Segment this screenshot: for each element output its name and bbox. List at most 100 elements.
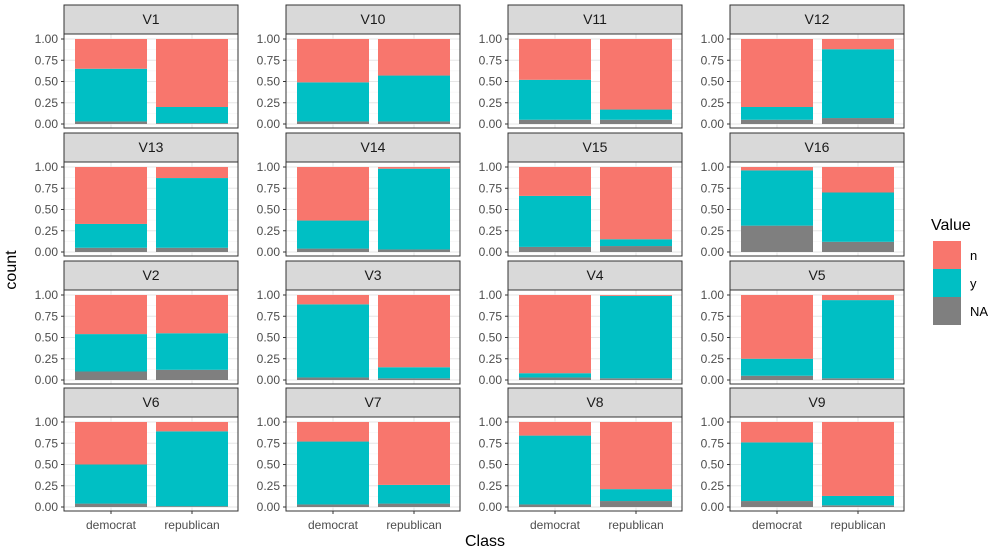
legend-label: n	[970, 248, 977, 263]
bar-segment-na-republican	[822, 118, 894, 124]
y-tick-label: 0.75	[35, 181, 59, 195]
y-tick-label: 0.25	[257, 224, 281, 238]
y-tick-label: 0.25	[257, 96, 281, 110]
bar-segment-n-democrat	[75, 39, 147, 69]
bar-segment-na-republican	[156, 369, 228, 380]
y-tick-label: 0.50	[257, 331, 281, 345]
facet-strip	[507, 260, 683, 291]
y-tick-label: 0.50	[257, 75, 281, 89]
facet-strip	[507, 132, 683, 163]
bar-segment-y-republican	[378, 484, 450, 504]
bar-segment-n-republican	[378, 167, 450, 169]
bar-segment-na-republican	[822, 378, 894, 380]
bar-segment-n-republican	[156, 39, 228, 107]
bar-segment-na-republican	[378, 378, 450, 380]
y-tick-label: 0.50	[479, 458, 503, 472]
facet-strip	[729, 260, 905, 291]
bar-segment-n-democrat	[519, 295, 591, 374]
facet-strip	[63, 4, 239, 35]
y-tick-label: 0.50	[701, 75, 725, 89]
bar-segment-na-democrat	[75, 503, 147, 507]
facet-strip	[285, 132, 461, 163]
bar-segment-na-democrat	[75, 371, 147, 380]
y-tick-label: 1.00	[701, 160, 725, 174]
y-tick-label: 0.50	[35, 75, 59, 89]
bar-segment-n-democrat	[75, 295, 147, 335]
y-tick-label: 0.25	[257, 479, 281, 493]
legend-key-na	[933, 297, 961, 325]
facet-label: V2	[142, 267, 159, 283]
bar-segment-y-republican	[822, 300, 894, 379]
bar-segment-na-republican	[378, 121, 450, 124]
y-tick-label: 1.00	[479, 288, 503, 302]
y-tick-label: 0.50	[35, 203, 59, 217]
y-tick-label: 0.75	[479, 53, 503, 67]
y-tick-label: 1.00	[35, 32, 59, 46]
bar-segment-n-democrat	[297, 422, 369, 442]
bar-segment-na-democrat	[741, 119, 813, 124]
y-tick-label: 0.75	[35, 436, 59, 450]
y-tick-label: 0.00	[701, 117, 725, 131]
legend-label: NA	[970, 304, 988, 319]
bar-segment-n-democrat	[519, 167, 591, 196]
bar-segment-na-republican	[156, 506, 228, 507]
facet-strip	[507, 387, 683, 418]
bar-segment-na-republican	[378, 503, 450, 507]
y-tick-label: 0.00	[257, 117, 281, 131]
y-axis-title: count	[3, 250, 20, 290]
y-tick-label: 0.25	[35, 96, 59, 110]
x-tick-label: republican	[608, 518, 663, 532]
bar-segment-na-republican	[822, 241, 894, 252]
x-tick-label: democrat	[86, 518, 137, 532]
y-tick-label: 0.25	[35, 224, 59, 238]
x-axis-title: Class	[465, 533, 505, 550]
bar-segment-na-democrat	[741, 375, 813, 380]
bar-segment-n-republican	[600, 39, 672, 110]
y-tick-label: 0.75	[701, 53, 725, 67]
facet-strip	[285, 260, 461, 291]
y-tick-label: 0.00	[479, 500, 503, 514]
bar-segment-na-democrat	[519, 377, 591, 380]
facet-label: V15	[583, 139, 608, 155]
y-tick-label: 0.00	[35, 245, 59, 259]
bar-segment-n-republican	[156, 422, 228, 432]
bar-segment-na-democrat	[297, 248, 369, 252]
y-tick-label: 1.00	[479, 32, 503, 46]
legend-label: y	[970, 276, 977, 291]
facet-label: V11	[583, 11, 607, 27]
y-tick-label: 0.75	[35, 309, 59, 323]
y-tick-label: 0.75	[257, 53, 281, 67]
bar-segment-y-democrat	[741, 442, 813, 502]
facet-label: V16	[805, 139, 830, 155]
bar-segment-y-republican	[600, 489, 672, 502]
y-tick-label: 0.25	[479, 479, 503, 493]
y-tick-label: 0.50	[479, 331, 503, 345]
y-tick-label: 0.00	[257, 245, 281, 259]
bar-segment-y-republican	[600, 239, 672, 247]
bar-segment-n-republican	[822, 295, 894, 301]
bar-segment-n-republican	[822, 39, 894, 50]
y-tick-label: 0.75	[701, 181, 725, 195]
bar-segment-y-republican	[822, 49, 894, 119]
bar-segment-n-republican	[822, 167, 894, 193]
bar-segment-y-democrat	[75, 68, 147, 122]
facet-label: V3	[364, 267, 381, 283]
y-tick-label: 0.00	[701, 373, 725, 387]
y-tick-label: 1.00	[701, 288, 725, 302]
y-tick-label: 0.00	[35, 500, 59, 514]
facet-strip	[285, 387, 461, 418]
bar-segment-na-democrat	[297, 377, 369, 380]
bar-segment-y-republican	[600, 295, 672, 379]
y-tick-label: 0.75	[701, 436, 725, 450]
bar-segment-y-democrat	[297, 82, 369, 122]
bar-segment-na-democrat	[741, 501, 813, 507]
y-tick-label: 1.00	[701, 415, 725, 429]
bar-segment-y-democrat	[741, 358, 813, 376]
x-tick-label: democrat	[752, 518, 803, 532]
bar-segment-na-republican	[600, 501, 672, 507]
bar-segment-na-democrat	[519, 246, 591, 252]
bar-segment-na-democrat	[741, 225, 813, 252]
bar-segment-n-democrat	[741, 295, 813, 359]
bar-segment-na-republican	[156, 247, 228, 252]
bar-segment-na-republican	[600, 119, 672, 124]
